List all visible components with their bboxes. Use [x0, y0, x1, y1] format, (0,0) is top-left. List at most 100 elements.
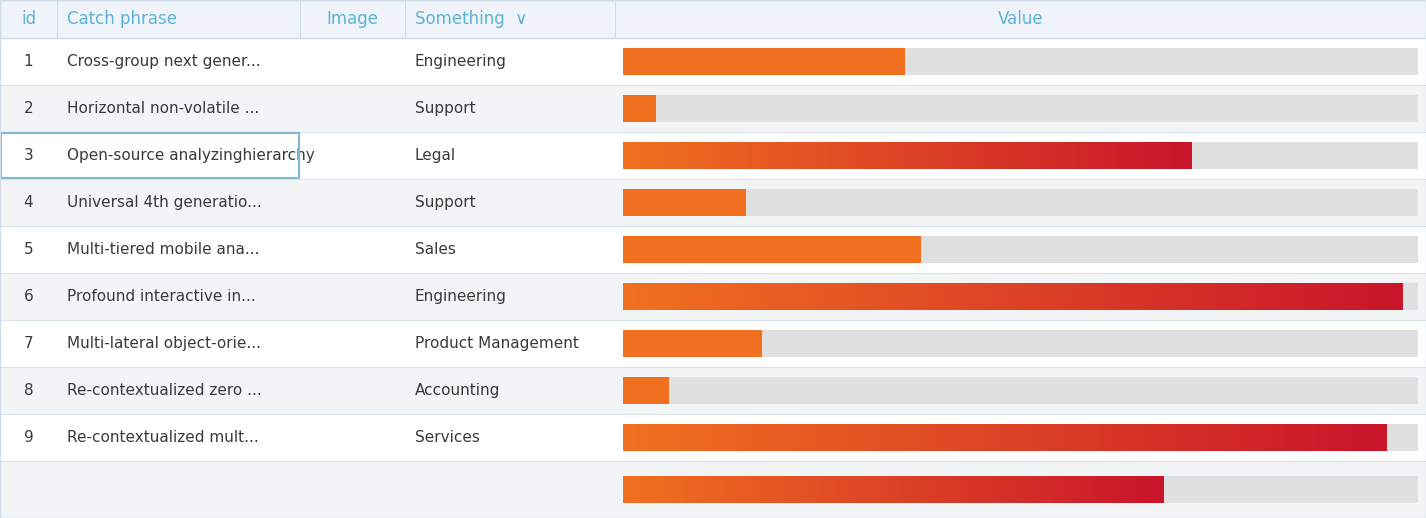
Bar	[1129, 142, 1135, 169]
Bar	[1128, 477, 1132, 502]
Bar	[709, 142, 713, 169]
Bar	[1356, 283, 1363, 310]
Bar	[1195, 283, 1201, 310]
Bar	[1151, 424, 1158, 451]
Bar	[1325, 283, 1332, 310]
Bar	[898, 477, 903, 502]
Bar	[1031, 142, 1035, 169]
Bar	[682, 477, 686, 502]
Bar	[1082, 477, 1088, 502]
Bar	[967, 283, 974, 310]
Bar	[1252, 424, 1259, 451]
Bar	[1075, 424, 1081, 451]
Bar	[941, 424, 948, 451]
Bar	[744, 477, 750, 502]
Bar	[1330, 283, 1338, 310]
Bar	[1342, 424, 1349, 451]
Bar	[623, 95, 656, 122]
Bar	[694, 283, 702, 310]
Bar	[1099, 424, 1107, 451]
Bar	[1278, 424, 1285, 451]
Bar	[1208, 424, 1215, 451]
Bar	[1107, 424, 1114, 451]
Bar	[1030, 424, 1037, 451]
Bar	[954, 283, 961, 310]
Bar	[866, 477, 871, 502]
Bar	[1175, 283, 1182, 310]
Bar	[1125, 142, 1131, 169]
Bar	[629, 283, 636, 310]
Bar	[961, 283, 968, 310]
Bar	[813, 142, 817, 169]
Bar	[1182, 424, 1189, 451]
Bar	[874, 142, 880, 169]
Bar	[1208, 283, 1215, 310]
Bar	[1138, 424, 1145, 451]
Bar	[799, 283, 806, 310]
Bar	[699, 424, 706, 451]
Bar	[1233, 424, 1241, 451]
Bar	[1137, 477, 1142, 502]
Bar	[870, 283, 877, 310]
Bar	[856, 142, 860, 169]
Bar	[656, 283, 663, 310]
Bar	[896, 283, 903, 310]
Bar	[1172, 142, 1178, 169]
Bar	[1107, 142, 1111, 169]
Text: Value: Value	[998, 10, 1044, 28]
Bar	[824, 283, 831, 310]
Bar	[1380, 424, 1386, 451]
Bar	[903, 283, 910, 310]
Bar	[1082, 142, 1088, 169]
Text: Profound interactive in...: Profound interactive in...	[67, 289, 255, 304]
Bar	[686, 477, 692, 502]
Bar	[643, 283, 649, 310]
Bar	[1051, 283, 1058, 310]
Bar	[1028, 477, 1034, 502]
Bar	[1265, 424, 1272, 451]
Bar	[836, 142, 841, 169]
Bar	[662, 424, 667, 451]
Bar	[646, 477, 650, 502]
Text: 2: 2	[24, 101, 33, 116]
Bar	[1188, 283, 1195, 310]
Bar	[831, 283, 837, 310]
Bar	[985, 424, 992, 451]
Bar	[669, 283, 676, 310]
Bar	[910, 424, 915, 451]
Bar	[1360, 424, 1368, 451]
Bar	[686, 424, 693, 451]
Bar	[786, 477, 790, 502]
Bar	[821, 142, 827, 169]
Bar	[903, 477, 907, 502]
Bar	[1383, 283, 1389, 310]
Bar	[1092, 142, 1097, 169]
Bar	[0, 320, 1426, 367]
Bar	[623, 190, 1417, 215]
Bar	[1155, 283, 1162, 310]
Text: Multi-tiered mobile ana...: Multi-tiered mobile ana...	[67, 242, 260, 257]
Bar	[921, 283, 928, 310]
Bar	[1011, 424, 1018, 451]
Bar	[998, 424, 1005, 451]
Bar	[1310, 424, 1316, 451]
Bar	[655, 424, 662, 451]
Bar	[682, 283, 689, 310]
Bar	[965, 477, 970, 502]
Bar	[1348, 424, 1355, 451]
Bar	[646, 142, 652, 169]
Bar	[752, 142, 756, 169]
Bar	[1025, 283, 1032, 310]
Bar	[950, 142, 955, 169]
Bar	[893, 477, 898, 502]
Bar	[767, 477, 771, 502]
Bar	[1241, 424, 1246, 451]
Bar	[1055, 424, 1062, 451]
Bar	[660, 142, 666, 169]
Bar	[1239, 283, 1246, 310]
Bar	[779, 283, 786, 310]
Bar	[623, 424, 630, 451]
Bar	[1373, 424, 1380, 451]
Bar	[736, 477, 740, 502]
Bar	[857, 477, 863, 502]
